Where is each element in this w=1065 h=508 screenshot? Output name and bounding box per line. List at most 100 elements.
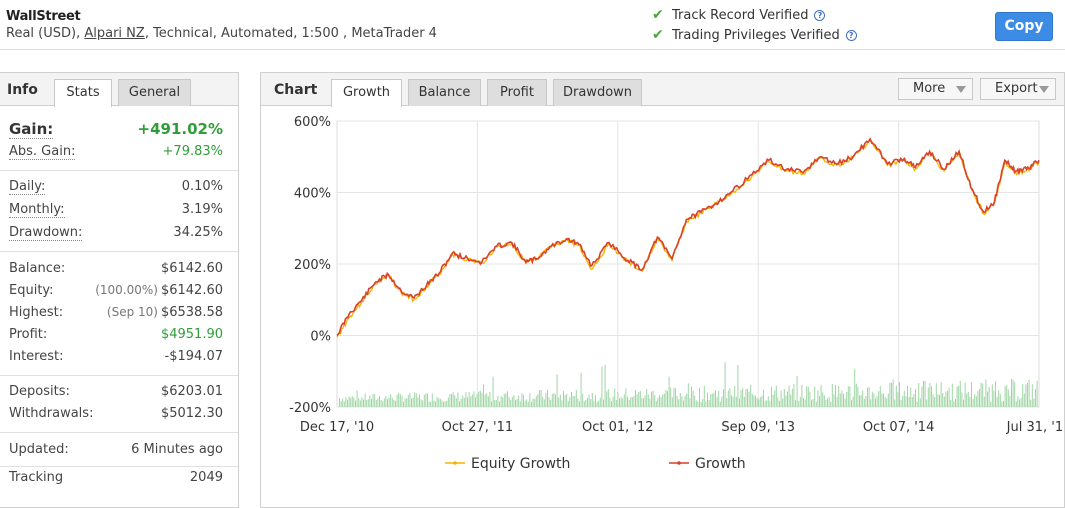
volume-bar — [916, 401, 918, 407]
gain-row: Gain: +491.02% — [0, 120, 238, 140]
volume-bar — [390, 394, 392, 407]
volume-bar — [991, 384, 993, 407]
volume-bar — [513, 395, 515, 407]
volume-bar — [892, 379, 894, 407]
volume-bar — [393, 399, 395, 407]
tab-stats[interactable]: Stats — [54, 79, 112, 107]
monthly-row: Monthly: 3.19% — [0, 202, 238, 222]
volume-bar — [439, 398, 441, 407]
tab-profit[interactable]: Profit — [487, 79, 547, 106]
volume-bar — [819, 396, 820, 407]
chart-legend[interactable]: Equity Growth Growth — [445, 456, 746, 472]
divider — [0, 466, 238, 467]
volume-bar — [724, 362, 726, 407]
volume-bar — [987, 391, 988, 407]
tab-drawdown[interactable]: Drawdown — [553, 79, 642, 106]
volume-bar — [433, 400, 435, 407]
volume-bar — [395, 400, 396, 407]
volume-bar — [663, 393, 665, 407]
volume-bar — [839, 393, 841, 407]
volume-bar — [807, 387, 809, 407]
volume-bar — [449, 394, 451, 407]
volume-bar — [353, 397, 355, 407]
volume-bar — [963, 399, 964, 407]
volume-bar — [998, 390, 1000, 407]
volume-bar — [483, 384, 484, 407]
volume-bar — [702, 399, 704, 407]
volume-bar — [815, 401, 817, 407]
broker-link[interactable]: Alpari NZ — [84, 26, 145, 41]
volume-bar — [492, 376, 494, 407]
volume-bar — [435, 401, 436, 407]
volume-bar — [623, 394, 625, 407]
volume-bar — [455, 398, 457, 407]
volume-bar — [516, 399, 518, 407]
volume-bar — [835, 385, 836, 407]
volume-bar — [625, 388, 627, 407]
volume-bar — [636, 394, 638, 407]
volume-bar — [788, 385, 790, 407]
volume-bar — [369, 395, 371, 407]
volume-bar — [340, 401, 342, 407]
profit-row: Profit: $4951.90 — [0, 327, 238, 347]
volume-bar — [609, 397, 611, 407]
volume-bar — [857, 387, 859, 407]
volume-bar — [535, 395, 537, 407]
volume-bar — [766, 400, 768, 407]
tab-growth[interactable]: Growth — [331, 79, 402, 107]
export-dropdown[interactable]: Export — [980, 78, 1056, 100]
info-panel: Info Stats General Gain: +491.02% Abs. G… — [0, 72, 239, 508]
volume-bar — [641, 398, 643, 407]
volume-bar — [769, 400, 771, 407]
help-icon[interactable]: ? — [814, 10, 826, 21]
volume-bar — [1030, 399, 1032, 407]
copy-button[interactable]: Copy — [995, 12, 1053, 41]
tab-balance[interactable]: Balance — [408, 79, 481, 106]
chevron-down-icon — [956, 86, 966, 93]
volume-bar — [943, 396, 945, 407]
x-tick-label: Sep 09, '13 — [721, 420, 795, 435]
balance-row: Balance: $6142.60 — [0, 261, 238, 281]
volume-bar — [366, 400, 368, 407]
volume-bar — [937, 394, 939, 407]
volume-bar — [695, 400, 697, 407]
volume-bar — [798, 400, 800, 407]
volume-bar — [1022, 384, 1024, 407]
help-icon[interactable]: ? — [845, 30, 857, 41]
volume-bar — [652, 390, 654, 407]
volume-bar — [780, 390, 782, 407]
volume-bar — [347, 399, 348, 407]
volume-bar — [956, 386, 958, 407]
volume-bar — [820, 384, 822, 407]
volume-bar — [723, 389, 724, 407]
y-axis-labels: 600% 400% 200% 0% -200% — [289, 115, 331, 416]
volume-bar — [1017, 396, 1019, 407]
tab-general[interactable]: General — [118, 79, 191, 106]
volume-bar — [428, 401, 430, 407]
volume-bar — [1027, 382, 1028, 407]
more-label: More — [913, 81, 946, 96]
gain-label: Gain: — [9, 120, 54, 139]
volume-bar — [475, 397, 476, 407]
volume-bar — [603, 399, 604, 407]
volume-bar — [737, 365, 739, 407]
account-subtitle: Real (USD), Alpari NZ, Technical, Automa… — [6, 26, 437, 41]
volume-bar — [883, 393, 884, 407]
volume-bar — [371, 398, 372, 407]
volume-bar — [983, 396, 985, 407]
volume-bar — [647, 394, 649, 407]
volume-bar — [479, 390, 481, 407]
volume-bar — [471, 394, 473, 407]
volume-bar — [534, 399, 536, 407]
volume-bar — [1011, 378, 1012, 407]
volume-bar — [550, 400, 552, 407]
volume-bar — [508, 397, 510, 407]
volume-bar — [919, 398, 921, 407]
more-dropdown[interactable]: More — [898, 78, 973, 100]
volume-bar — [1031, 384, 1033, 407]
volume-bar — [750, 384, 752, 407]
withdrawals-value: $5012.30 — [160, 406, 223, 421]
volume-bar — [1033, 398, 1035, 407]
volume-bar — [665, 389, 667, 407]
equity-label: Equity: — [9, 283, 54, 298]
